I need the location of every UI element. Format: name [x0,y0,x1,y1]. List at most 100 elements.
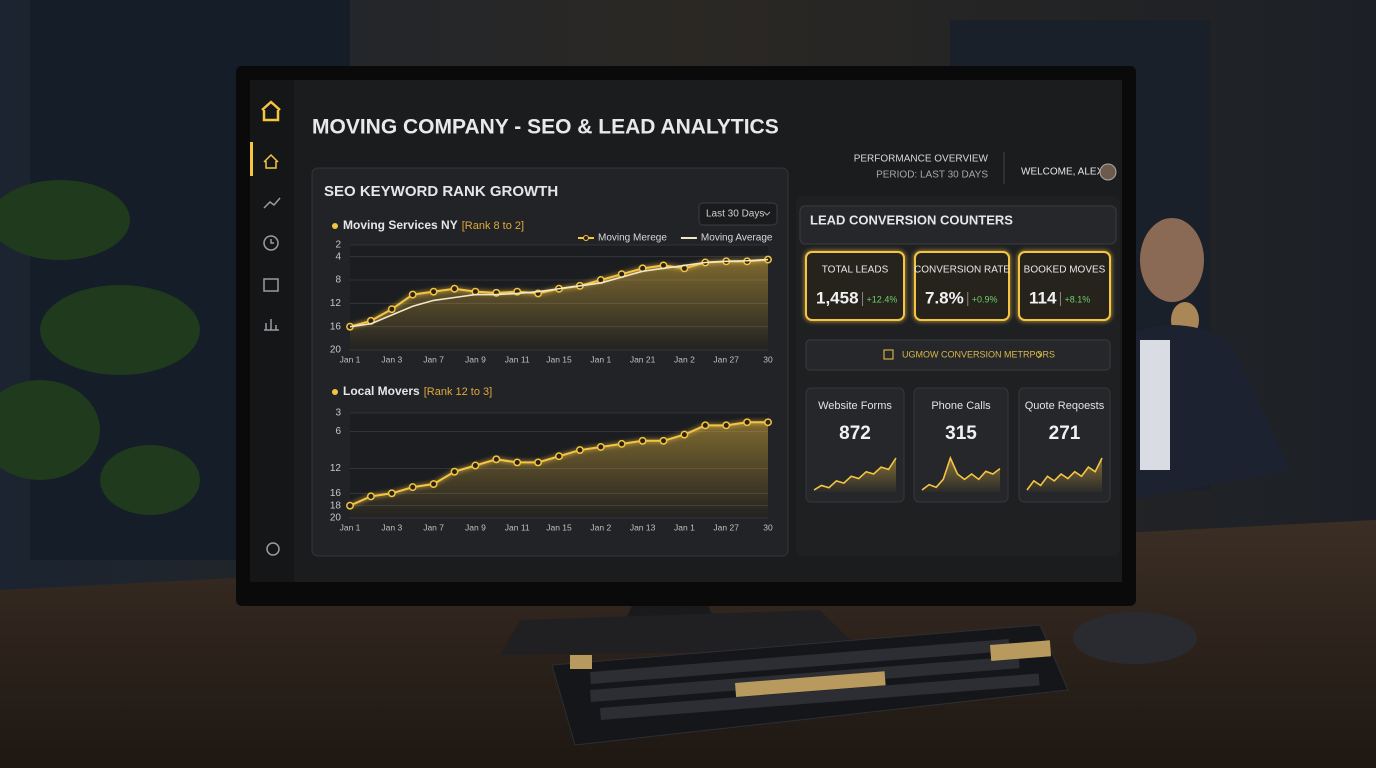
chart-title: Moving Services NY [343,218,458,232]
dashboard-title: MOVING COMPANY - SEO & LEAD ANALYTICS [312,116,779,139]
x-tick-label: Jan 9 [465,354,486,364]
data-point [764,418,772,427]
monitor-base [500,610,860,655]
area-fill [350,422,768,518]
y-tick-label: 20 [330,345,342,356]
avatar[interactable] [1099,163,1117,181]
overview-label: PERFORMANCE OVERVIEW [854,154,989,165]
lead-card [914,251,1010,321]
sparkline [921,455,1001,491]
area-fill [350,259,768,350]
legend-label: Moving Average [701,233,773,244]
title-bullet [332,223,338,229]
y-tick-label: 3 [335,408,341,419]
data-point [429,480,438,488]
person [1120,218,1290,500]
card-label: TOTAL LEADS [822,265,889,276]
data-point [429,287,438,296]
x-tick-label: Jan 3 [381,354,402,364]
data-point [596,443,605,451]
x-tick-label: Jan 1 [674,522,695,532]
data-point [617,439,626,448]
y-tick-label: 2 [335,240,341,251]
data-point [408,483,417,492]
leads-title: LEAD CONVERSION COUNTERS [810,212,1013,227]
lead-card [805,251,905,321]
chart-title: Local Movers [343,384,420,398]
card-value: 114 [1029,288,1057,307]
x-tick-label: Jan 13 [630,522,656,532]
data-point [366,492,375,501]
x-tick-label: 30 [763,522,773,532]
card-change: +8.1% [1064,294,1090,304]
sparkline-area [1027,458,1102,492]
data-point [638,436,647,445]
data-point [575,446,584,455]
data-point [555,452,563,461]
data-point [408,290,417,299]
leads-header [799,205,1117,245]
x-tick-label: Jan 21 [630,354,656,364]
y-tick-label: 16 [330,488,342,499]
metric-value: 315 [945,423,977,444]
y-tick-label: 12 [330,298,342,309]
period-dropdown[interactable] [698,202,778,226]
x-tick-label: Jan 2 [674,354,695,364]
data-point [659,436,668,445]
sparkline-area [922,458,1000,492]
plant [0,180,200,515]
x-tick-label: 30 [763,354,773,364]
y-tick-label: 16 [330,321,342,332]
x-tick-label: Jan 11 [505,522,530,532]
x-tick-label: Jan 27 [713,522,739,532]
x-tick-label: Jan 1 [340,522,361,532]
series-line [349,258,769,328]
data-point [387,305,396,314]
x-tick-label: Jan 1 [590,354,611,364]
conversion-button[interactable] [805,339,1111,371]
chart-subtitle: [Rank 12 to 3] [424,386,493,398]
dropdown-arrow [763,211,771,216]
metric-label: Website Forms [818,400,892,412]
y-tick-label: 12 [330,463,342,474]
data-point [534,458,543,467]
y-tick-label: 8 [335,275,341,286]
data-point [722,421,731,430]
data-point [513,458,522,467]
data-point [387,489,396,498]
x-tick-label: Jan 7 [423,354,444,364]
button-arrow [1037,351,1042,359]
welcome-text: WELCOME, ALEX R. [1021,167,1116,178]
data-point [743,418,752,427]
title-bullet [332,389,338,395]
panel-title: SEO KEYWORD RANK GROWTH [324,183,558,200]
y-tick-label: 4 [335,251,341,262]
sidebar-active [250,142,253,176]
x-tick-label: Jan 2 [590,522,611,532]
dropdown-label: Last 30 Days [706,209,764,220]
data-point [346,501,354,510]
lead-card [1018,251,1111,321]
key [990,640,1052,661]
key [570,655,592,669]
data-point [492,455,501,464]
x-tick-label: Jan 9 [465,522,486,532]
legend-label: Moving Merege [598,233,667,244]
card-change: +0.9% [972,294,998,304]
card-value: 1,458 [816,288,859,307]
legend-marker [583,235,589,241]
x-tick-label: Jan 15 [546,522,572,532]
sparkline [1026,457,1103,491]
button-icon [883,349,894,360]
x-tick-label: Jan 11 [505,354,530,364]
mouse [1073,612,1197,664]
space-bar [734,671,886,697]
y-tick-label: 20 [330,513,342,524]
chart-subtitle: [Rank 8 to 2] [462,220,524,232]
data-point [701,421,710,430]
data-point [680,430,689,439]
metric-value: 872 [839,423,871,444]
x-tick-label: Jan 15 [546,354,572,364]
